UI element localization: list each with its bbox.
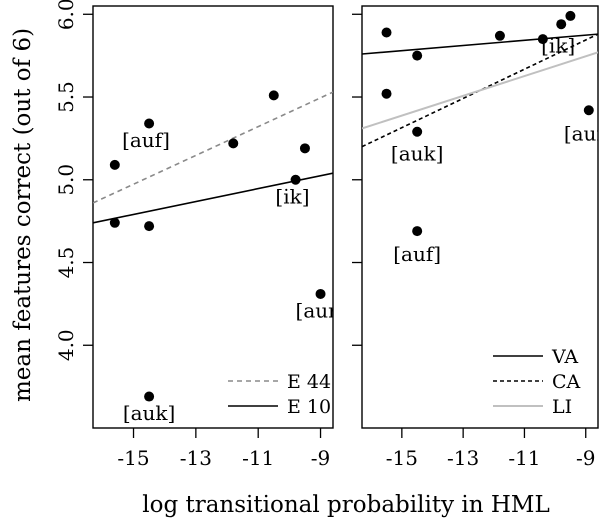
y-tick-label: 5.0 [54, 164, 78, 196]
data-point [381, 88, 392, 99]
data-point [412, 50, 423, 61]
x-tick-label: -13 [447, 446, 479, 470]
data-point [537, 34, 548, 45]
data-point [144, 391, 155, 402]
y-tick-label: 4.0 [54, 329, 78, 361]
data-point [109, 217, 120, 228]
legend-label: CA [552, 371, 581, 393]
data-point [109, 159, 120, 170]
legend-label: LI [552, 396, 572, 418]
data-point [144, 118, 155, 129]
y-tick-label: 4.5 [54, 247, 78, 279]
data-point [228, 138, 239, 149]
data-point [268, 90, 279, 101]
legend-label: E 44 [287, 371, 331, 393]
data-point [412, 226, 423, 237]
plot-frame [361, 5, 599, 429]
point-annotation: [aur] [296, 299, 346, 323]
x-tick-label: -11 [242, 446, 274, 470]
left-panel: -15 -13 -11 -9 4.0 4.5 5.0 5.5 6.0 [auf] [ik] [aur]… [54, 0, 346, 470]
x-tick-label: -15 [386, 446, 418, 470]
legend-label: E 10 [287, 396, 331, 418]
trend-line-va [362, 33, 598, 55]
point-annotation: [auf] [393, 242, 441, 266]
x-tick-label: -13 [180, 446, 212, 470]
y-tick-label: 6.0 [54, 0, 78, 30]
data-point [290, 174, 301, 185]
data-point [412, 126, 423, 137]
x-tick-label: -9 [576, 446, 595, 470]
y-axis-title: mean features correct (out of 6) [10, 28, 36, 402]
y-tick-label: 5.5 [54, 81, 78, 113]
data-point [565, 10, 576, 21]
x-tick-label: -9 [311, 446, 330, 470]
legend-label: VA [551, 346, 578, 368]
point-annotation: [auf] [122, 128, 170, 152]
data-point [144, 221, 155, 232]
trend-line-e-44 [93, 91, 333, 204]
data-point [315, 288, 326, 299]
point-annotation: [aur] [564, 121, 600, 145]
data-point [494, 30, 505, 41]
x-tick-label: -15 [117, 446, 149, 470]
point-annotation: [auk] [123, 401, 176, 425]
point-annotation: [auk] [391, 141, 444, 165]
x-tick-label: -11 [508, 446, 540, 470]
data-point [299, 143, 310, 154]
data-point [381, 27, 392, 38]
point-annotation: [ik] [275, 184, 309, 208]
plot-frame [92, 5, 334, 429]
point-annotation: [ik] [541, 34, 575, 58]
data-point [583, 105, 594, 116]
data-point [556, 19, 567, 30]
right-panel: -15 -13 -11 -9 [ik] [auk] [auf] [aur] VA CA LI [352, 5, 600, 470]
trend-line-ca [362, 33, 598, 148]
trend-line-li [362, 51, 598, 130]
x-axis-title: log transitional probability in HML [142, 492, 550, 518]
